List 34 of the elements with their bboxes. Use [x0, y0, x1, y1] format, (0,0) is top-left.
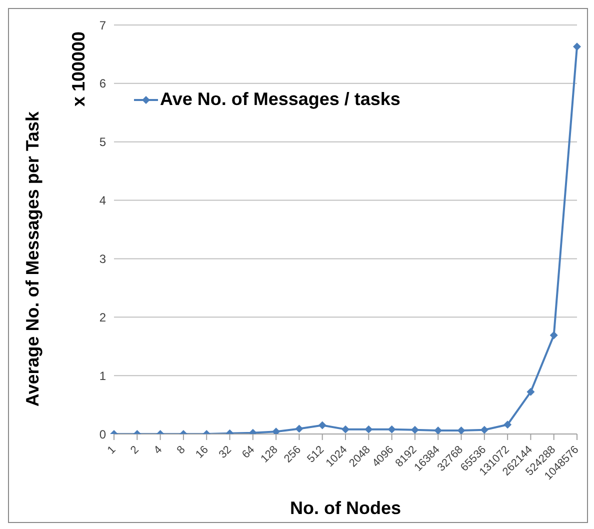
y-tick-label: 4 — [99, 194, 106, 208]
x-axis-title: No. of Nodes — [290, 498, 401, 518]
legend-label: Ave No. of Messages / tasks — [160, 89, 400, 110]
y-tick-label: 7 — [99, 18, 106, 32]
y-axis-title: Average No. of Messages per Task — [22, 111, 44, 407]
y-tick-label: 1 — [99, 368, 106, 383]
point — [550, 331, 558, 340]
point — [480, 426, 488, 434]
y-tick-label: 3 — [99, 252, 106, 266]
y-tick-label: 5 — [99, 135, 106, 150]
x-tick-label: 2 — [128, 444, 142, 457]
point — [364, 425, 373, 434]
y-tick-label: 6 — [99, 76, 106, 91]
x-tick-label: 8 — [174, 444, 188, 457]
x-tick-label: 4 — [152, 444, 165, 457]
point — [457, 426, 466, 434]
y-tick-label: 0 — [99, 427, 106, 442]
point — [504, 420, 512, 429]
x-tick-label: 512 — [305, 444, 327, 466]
x-tick-label: 32 — [216, 444, 234, 461]
x-tick-label: 128 — [258, 444, 280, 466]
point — [573, 42, 581, 51]
point — [410, 426, 419, 434]
point — [272, 428, 280, 434]
x-tick-label: 64 — [240, 444, 258, 461]
x-tick-label: 256 — [282, 444, 304, 466]
x-tick-label: 16 — [194, 444, 211, 461]
y-tick-label: 2 — [99, 310, 106, 324]
point — [318, 421, 326, 430]
text: x 100000 — [68, 31, 90, 107]
point — [342, 425, 350, 434]
point — [388, 425, 396, 434]
point — [295, 424, 304, 433]
point — [526, 388, 535, 396]
